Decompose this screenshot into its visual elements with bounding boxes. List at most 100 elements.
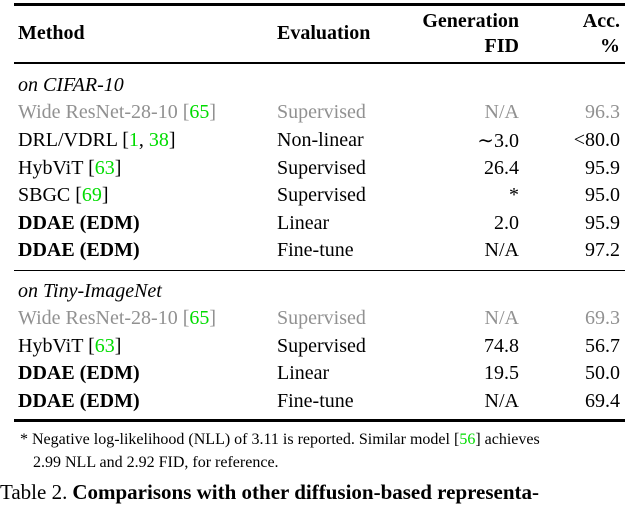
accuracy-cell: 97.2 <box>585 239 620 262</box>
method-text: DDAE (EDM) <box>18 362 140 385</box>
citation-number: 65 <box>189 307 210 330</box>
header-evaluation: Evaluation <box>277 22 371 44</box>
method-text: ] <box>114 156 122 179</box>
table-row: Wide ResNet-28-10 [65] Supervised N/A 96.3 <box>14 99 625 127</box>
citation-number: 38 <box>148 128 169 151</box>
method-cell: SBGC [69] <box>18 184 277 207</box>
section-divider-rule <box>14 269 625 272</box>
header-generation-line1: Generation <box>422 9 519 32</box>
citation-number: 69 <box>81 184 102 207</box>
header-accuracy: Acc. % <box>519 6 620 62</box>
fid-cell: ∼3.0 <box>477 129 519 152</box>
method-text: DDAE (EDM) <box>18 389 140 412</box>
method-text: DDAE (EDM) <box>18 211 140 234</box>
table-row: DDAE (EDM) Fine-tune N/A 97.2 <box>14 237 625 265</box>
table-row: DDAE (EDM) Fine-tune N/A 69.4 <box>14 388 625 416</box>
accuracy-cell: 56.7 <box>585 334 620 357</box>
method-cell: DDAE (EDM) <box>18 239 277 262</box>
method-cell: Wide ResNet-28-10 [65] <box>18 307 277 330</box>
accuracy-cell: 69.3 <box>585 307 620 330</box>
table-row: DDAE (EDM) Linear 19.5 50.0 <box>14 360 625 388</box>
table-top-rule <box>14 3 625 6</box>
footnote-text-1: * Negative log-likelihood (NLL) of 3.11 … <box>20 430 460 448</box>
fid-cell: 74.8 <box>484 334 519 357</box>
section-label: on CIFAR-10 <box>18 73 124 96</box>
table-row: DDAE (EDM) Linear 2.0 95.9 <box>14 209 625 237</box>
comparison-table: Method Evaluation Generation FID Acc. % … <box>14 3 625 474</box>
evaluation-cell: Linear <box>277 362 330 385</box>
evaluation-cell: Supervised <box>277 101 366 124</box>
method-text: ] <box>114 334 122 357</box>
method-text: Wide ResNet-28-10 [ <box>18 307 190 330</box>
table-footnote: * Negative log-likelihood (NLL) of 3.11 … <box>20 428 625 474</box>
table-section: on Tiny-ImageNet Wide ResNet-28-10 [65] Su… <box>14 277 625 415</box>
header-generation-line2: FID <box>484 34 519 57</box>
fid-cell: 2.0 <box>494 211 519 234</box>
accuracy-cell: <80.0 <box>573 128 620 151</box>
fid-cell: 26.4 <box>484 156 519 179</box>
method-text: ] <box>209 307 217 330</box>
footnote-line-2: 2.99 NLL and 2.92 FID, for reference. <box>33 453 279 471</box>
method-cell: DDAE (EDM) <box>18 362 277 385</box>
accuracy-cell: 95.9 <box>585 211 620 234</box>
method-text: ] <box>101 184 109 207</box>
method-cell: HybViT [63] <box>18 335 277 358</box>
accuracy-cell: 50.0 <box>585 362 620 385</box>
method-text: , <box>138 128 149 151</box>
table-row: DRL/VDRL [1, 38] Non-linear ∼3.0 <80.0 <box>14 127 625 155</box>
header-acc-line2: % <box>600 34 620 57</box>
citation-number: 63 <box>94 334 115 357</box>
method-text: SBGC [ <box>18 184 82 207</box>
footnote-line-1: * Negative log-likelihood (NLL) of 3.11 … <box>20 428 625 451</box>
table-section: on CIFAR-10 Wide ResNet-28-10 [65] Supervi… <box>14 72 625 265</box>
method-text: ] <box>209 101 217 124</box>
evaluation-cell: Supervised <box>277 334 366 357</box>
caption-label: Table 2. <box>0 479 68 504</box>
method-cell: DRL/VDRL [1, 38] <box>18 129 277 152</box>
table-row: Wide ResNet-28-10 [65] Supervised N/A 69.3 <box>14 305 625 333</box>
table-bottom-rule <box>14 419 625 422</box>
header-method: Method <box>18 22 85 44</box>
accuracy-cell: 95.0 <box>585 184 620 207</box>
method-cell: DDAE (EDM) <box>18 390 277 413</box>
fid-cell: N/A <box>484 389 519 412</box>
table-row: SBGC [69] Supervised * 95.0 <box>14 182 625 210</box>
method-cell: DDAE (EDM) <box>18 212 277 235</box>
table-caption: Table 2. Comparisons with other diffusion… <box>0 479 640 505</box>
table-row: HybViT [63] Supervised 26.4 95.9 <box>14 154 625 182</box>
fid-cell: N/A <box>484 101 519 124</box>
method-cell: HybViT [63] <box>18 157 277 180</box>
fid-cell: 19.5 <box>484 362 519 385</box>
evaluation-cell: Supervised <box>277 184 366 207</box>
method-text: HybViT [ <box>18 156 95 179</box>
citation-number: 65 <box>189 101 210 124</box>
citation-number: 63 <box>94 156 115 179</box>
fid-cell: * <box>509 184 519 207</box>
evaluation-cell: Fine-tune <box>277 389 354 412</box>
section-label: on Tiny-ImageNet <box>18 279 162 302</box>
header-acc-line1: Acc. <box>582 9 620 32</box>
fid-cell: N/A <box>484 307 519 330</box>
evaluation-cell: Fine-tune <box>277 239 354 262</box>
table-header-rule <box>14 61 625 64</box>
header-generation-fid: Generation FID <box>422 6 519 62</box>
evaluation-cell: Linear <box>277 211 330 234</box>
method-text: HybViT [ <box>18 334 95 357</box>
citation-number: 1 <box>128 128 139 151</box>
evaluation-cell: Non-linear <box>277 128 364 151</box>
table-header-row: Method Evaluation Generation FID Acc. % <box>14 6 625 62</box>
method-text: DRL/VDRL [ <box>18 128 129 151</box>
method-text: DDAE (EDM) <box>18 239 140 262</box>
method-text: Wide ResNet-28-10 [ <box>18 101 190 124</box>
accuracy-cell: 96.3 <box>585 101 620 124</box>
table-body: on CIFAR-10 Wide ResNet-28-10 [65] Supervi… <box>14 72 625 416</box>
caption-title: Comparisons with other diffusion-based r… <box>72 479 540 504</box>
method-text: ] <box>168 128 176 151</box>
method-cell: Wide ResNet-28-10 [65] <box>18 101 277 124</box>
accuracy-cell: 95.9 <box>585 156 620 179</box>
accuracy-cell: 69.4 <box>585 389 620 412</box>
fid-cell: N/A <box>484 239 519 262</box>
evaluation-cell: Supervised <box>277 307 366 330</box>
table-row: HybViT [63] Supervised 74.8 56.7 <box>14 332 625 360</box>
footnote-text-2: ] achieves <box>475 430 540 448</box>
